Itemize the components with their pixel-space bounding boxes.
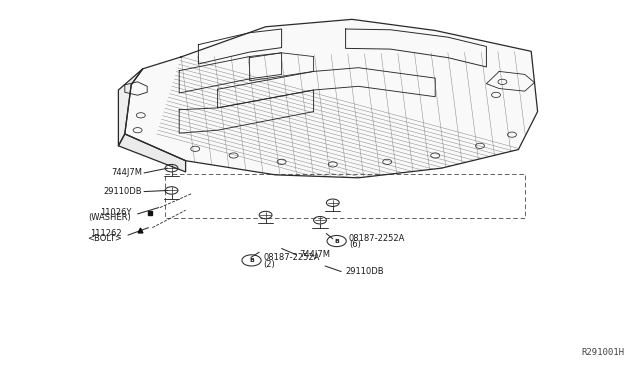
Text: 11026Y: 11026Y bbox=[100, 208, 131, 217]
Text: 744J7M: 744J7M bbox=[111, 168, 142, 177]
Text: 29110DB: 29110DB bbox=[346, 267, 384, 276]
Text: <BOLT>: <BOLT> bbox=[87, 234, 122, 243]
Polygon shape bbox=[118, 69, 143, 146]
Text: 111262: 111262 bbox=[90, 229, 122, 238]
Polygon shape bbox=[125, 19, 538, 178]
Text: (2): (2) bbox=[264, 260, 275, 269]
Text: 08187-2252A: 08187-2252A bbox=[264, 253, 320, 262]
Text: 08187-2252A: 08187-2252A bbox=[349, 234, 405, 243]
Polygon shape bbox=[118, 134, 186, 172]
Text: 744J7M: 744J7M bbox=[300, 250, 330, 259]
Text: (6): (6) bbox=[349, 240, 361, 249]
Text: R291001H: R291001H bbox=[581, 348, 624, 357]
Text: B: B bbox=[249, 258, 254, 263]
Text: B: B bbox=[334, 238, 339, 244]
Text: 29110DB: 29110DB bbox=[104, 187, 142, 196]
Text: (WASHER): (WASHER) bbox=[88, 213, 131, 222]
